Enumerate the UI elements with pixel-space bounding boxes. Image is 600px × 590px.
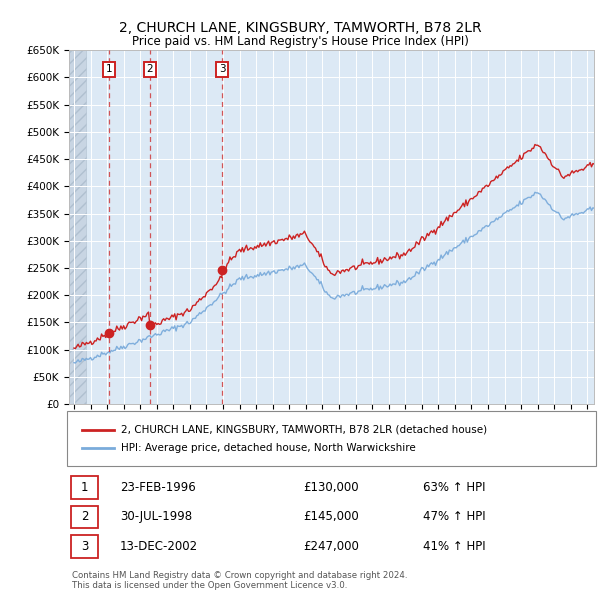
- Text: 23-FEB-1996: 23-FEB-1996: [120, 481, 196, 494]
- Text: 63% ↑ HPI: 63% ↑ HPI: [423, 481, 485, 494]
- Text: Contains HM Land Registry data © Crown copyright and database right 2024.
This d: Contains HM Land Registry data © Crown c…: [72, 571, 407, 590]
- Text: 41% ↑ HPI: 41% ↑ HPI: [423, 540, 485, 553]
- Text: 3: 3: [81, 540, 88, 553]
- Text: £130,000: £130,000: [303, 481, 359, 494]
- Text: HPI: Average price, detached house, North Warwickshire: HPI: Average price, detached house, Nort…: [121, 444, 416, 453]
- Text: 1: 1: [106, 64, 112, 74]
- Text: 2, CHURCH LANE, KINGSBURY, TAMWORTH, B78 2LR (detached house): 2, CHURCH LANE, KINGSBURY, TAMWORTH, B78…: [121, 425, 487, 434]
- Text: 13-DEC-2002: 13-DEC-2002: [120, 540, 198, 553]
- Text: 1: 1: [81, 481, 88, 494]
- Bar: [65, 50, 86, 404]
- Text: 47% ↑ HPI: 47% ↑ HPI: [423, 510, 485, 523]
- Text: £145,000: £145,000: [303, 510, 359, 523]
- Text: £247,000: £247,000: [303, 540, 359, 553]
- Text: 2, CHURCH LANE, KINGSBURY, TAMWORTH, B78 2LR: 2, CHURCH LANE, KINGSBURY, TAMWORTH, B78…: [119, 21, 481, 35]
- Text: Price paid vs. HM Land Registry's House Price Index (HPI): Price paid vs. HM Land Registry's House …: [131, 35, 469, 48]
- Text: 30-JUL-1998: 30-JUL-1998: [120, 510, 192, 523]
- Text: 2: 2: [81, 510, 88, 523]
- Text: 2: 2: [146, 64, 153, 74]
- Text: 3: 3: [219, 64, 226, 74]
